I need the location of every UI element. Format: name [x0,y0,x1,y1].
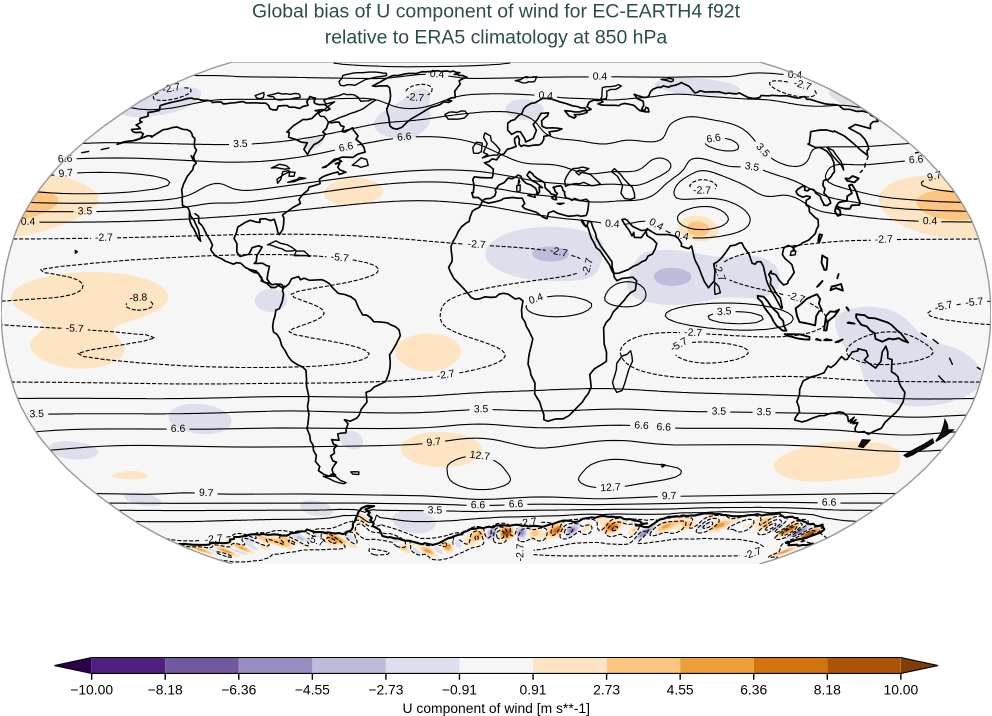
svg-text:-2.7: -2.7 [743,546,764,562]
svg-text:-5.7: -5.7 [65,323,84,335]
svg-text:−4.55: −4.55 [295,682,330,698]
svg-text:−6.36: −6.36 [221,682,256,698]
svg-text:9.7: 9.7 [199,488,214,500]
svg-text:0.4: 0.4 [787,70,802,82]
svg-text:0.4: 0.4 [527,292,545,307]
svg-text:6.6: 6.6 [634,420,649,432]
svg-text:3.5: 3.5 [712,406,727,417]
svg-text:-2.7: -2.7 [684,327,703,339]
svg-text:−8.18: −8.18 [148,682,183,698]
svg-text:4.55: 4.55 [667,682,694,698]
svg-text:12.7: 12.7 [600,482,621,494]
svg-text:-5.7: -5.7 [965,296,984,309]
svg-text:-2.7: -2.7 [710,262,727,283]
svg-text:-2.7: -2.7 [204,533,223,546]
svg-text:3.5: 3.5 [78,206,93,217]
svg-text:-2.7: -2.7 [436,369,456,383]
svg-text:8.18: 8.18 [814,682,841,698]
svg-text:2.73: 2.73 [593,682,620,698]
svg-text:6.6: 6.6 [471,500,486,511]
svg-text:6.6: 6.6 [656,422,671,434]
svg-text:-5.7: -5.7 [437,536,457,551]
svg-text:0.4: 0.4 [538,90,554,102]
svg-text:3.5: 3.5 [233,139,248,150]
svg-text:6.6: 6.6 [338,141,355,155]
svg-text:-2.7: -2.7 [162,82,182,96]
svg-text:−2.73: −2.73 [368,682,403,698]
svg-text:0.4: 0.4 [923,216,938,227]
svg-text:0.91: 0.91 [520,682,547,698]
svg-text:Global bias of U component of: Global bias of U component of wind for E… [252,1,741,23]
svg-text:-2.7: -2.7 [95,233,113,244]
svg-text:-2.7: -2.7 [581,257,596,277]
svg-text:6.6: 6.6 [909,154,924,166]
svg-text:-2.7: -2.7 [786,290,807,306]
svg-text:-2.7: -2.7 [515,543,526,561]
svg-text:0.4: 0.4 [647,217,665,234]
svg-text:U component of wind [m s**-1]: U component of wind [m s**-1] [403,700,590,716]
svg-text:10.00: 10.00 [883,682,918,698]
svg-text:-8.8: -8.8 [129,292,148,304]
svg-text:-5.7: -5.7 [934,300,954,315]
svg-text:6.6: 6.6 [171,424,186,435]
svg-text:-2.7: -2.7 [518,516,537,529]
svg-text:-5.7: -5.7 [330,252,349,265]
svg-text:9.7: 9.7 [426,436,442,449]
svg-text:-2.7: -2.7 [467,239,486,251]
svg-text:0.4: 0.4 [429,69,444,81]
svg-text:0.4: 0.4 [593,72,608,83]
svg-text:relative to ERA5 climatology a: relative to ERA5 climatology at 850 hPa [325,26,668,48]
svg-text:12.7: 12.7 [469,450,491,463]
svg-text:3.5: 3.5 [474,404,489,415]
svg-text:6.6: 6.6 [822,497,837,508]
svg-text:6.6: 6.6 [397,132,413,144]
svg-text:9.7: 9.7 [662,491,677,502]
svg-text:9.7: 9.7 [58,168,74,180]
svg-text:−10.00: −10.00 [70,682,113,698]
svg-text:3.5: 3.5 [428,505,443,516]
svg-text:0.4: 0.4 [21,217,36,228]
svg-text:3.5: 3.5 [757,407,772,418]
svg-text:6.6: 6.6 [509,499,524,510]
svg-text:-2.7: -2.7 [792,78,813,94]
svg-text:−0.91: −0.91 [442,682,477,698]
svg-text:-2.7: -2.7 [405,92,424,105]
svg-text:0.4: 0.4 [605,219,620,231]
svg-text:-2.7: -2.7 [875,234,893,245]
svg-text:6.6: 6.6 [706,133,722,146]
svg-text:6.36: 6.36 [740,682,767,698]
svg-text:-2.7: -2.7 [549,246,569,260]
svg-text:0.4: 0.4 [673,230,690,244]
svg-text:3.5: 3.5 [744,161,760,174]
svg-text:3.5: 3.5 [29,409,44,421]
svg-text:3.5: 3.5 [717,306,733,318]
svg-text:-5.7: -5.7 [305,533,326,549]
svg-text:-2.7: -2.7 [693,185,711,196]
